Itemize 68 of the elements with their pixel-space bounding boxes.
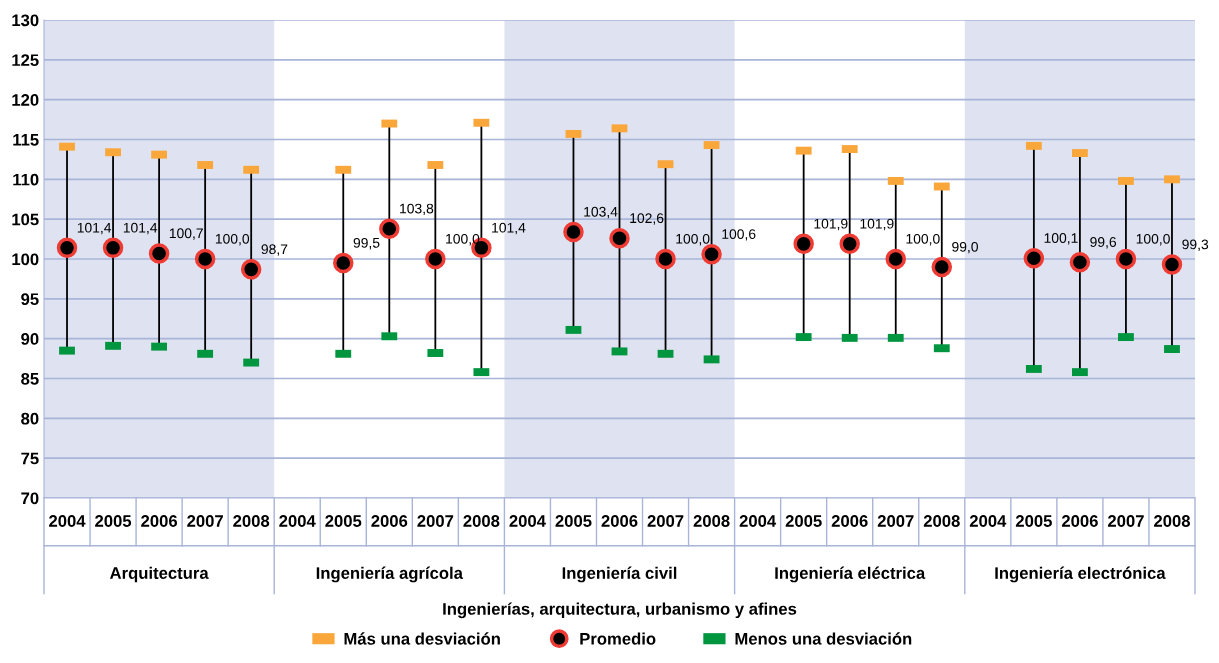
y-tick-label: 95	[21, 293, 39, 306]
data-label: 100,0	[1136, 233, 1170, 246]
text: Ingeniería agrícola	[316, 566, 464, 583]
x-axis-title: Ingenierías, arquitectura, urbanismo y afines	[443, 602, 797, 619]
x-tick-label: 2007	[1107, 515, 1144, 527]
data-label: 99,6	[1090, 237, 1117, 249]
x-tick-label: 2004	[969, 515, 1007, 527]
data-label: 101,9	[860, 218, 894, 231]
data-label: 101,9	[814, 218, 848, 231]
x-tick-label: 2007	[417, 515, 454, 527]
text: Ingeniería eléctrica	[775, 566, 926, 583]
x-tick-label: 2007	[877, 515, 914, 527]
x-tick-label: 2004	[49, 515, 86, 527]
y-tick-label: 115	[13, 134, 39, 146]
x-tick-label: 2006	[831, 515, 868, 527]
x-tick-label: 2005	[325, 515, 362, 527]
x-tick-label: 2008	[923, 515, 960, 527]
x-tick-label: 2005	[785, 515, 822, 527]
data-label: 101,4	[492, 222, 526, 235]
x-tick-label: 2006	[1061, 515, 1098, 527]
y-tick-label: 125	[12, 54, 39, 67]
legend-label: Menos una desviación	[735, 632, 912, 645]
x-tick-label: 2007	[187, 515, 223, 527]
x-tick-label: 2008	[463, 515, 500, 527]
data-label: 100,6	[722, 229, 756, 241]
text: Ingeniería civil	[562, 566, 677, 583]
y-tick-label: 75	[21, 452, 39, 465]
data-label: 101,4	[77, 222, 112, 235]
x-tick-label: 2005	[95, 515, 132, 527]
y-tick-label: 120	[12, 94, 39, 106]
y-tick-label: 130	[12, 14, 39, 27]
x-tick-label: 2008	[1154, 515, 1191, 527]
data-label: 101,4	[123, 222, 158, 235]
y-tick-label: 70	[21, 492, 39, 505]
legend-label: Más una desviación	[344, 632, 500, 645]
data-label: 100,7	[169, 228, 203, 240]
x-tick-label: 2005	[555, 515, 592, 527]
text: Ingeniería electrónica	[995, 566, 1166, 583]
data-label: 99,5	[353, 237, 380, 250]
y-tick-label: 100	[12, 253, 39, 266]
data-label: 100,0	[215, 233, 250, 246]
data-label: 100,0	[676, 233, 710, 246]
y-tick-label: 105	[12, 213, 39, 226]
data-label: 102,6	[630, 213, 664, 225]
data-label: 100,0	[446, 233, 480, 246]
x-tick-label: 2006	[601, 515, 638, 527]
data-label: 103,8	[400, 203, 434, 216]
y-tick-label: 90	[21, 333, 39, 345]
x-tick-label: 2004	[739, 515, 777, 527]
data-label: 99,3	[1182, 239, 1209, 251]
x-tick-label: 2006	[371, 515, 408, 527]
text: Arquitectura	[109, 566, 209, 583]
y-tick-label: 110	[13, 173, 39, 186]
data-label: 98,7	[261, 244, 288, 256]
x-tick-label: 2004	[279, 515, 316, 527]
x-tick-label: 2006	[141, 515, 178, 527]
legend-label: Promedio	[580, 632, 656, 645]
x-tick-label: 2008	[693, 515, 730, 527]
y-tick-label: 85	[21, 372, 39, 385]
data-label: 100,0	[906, 233, 940, 246]
data-label: 100,1	[1044, 233, 1078, 245]
x-tick-label: 2005	[1015, 515, 1052, 527]
x-tick-label: 2008	[233, 515, 270, 527]
x-tick-label: 2004	[509, 515, 546, 527]
data-label: 103,4	[584, 206, 618, 219]
x-tick-label: 2007	[647, 515, 684, 527]
data-label: 99,0	[952, 241, 978, 254]
y-tick-label: 80	[21, 412, 39, 425]
